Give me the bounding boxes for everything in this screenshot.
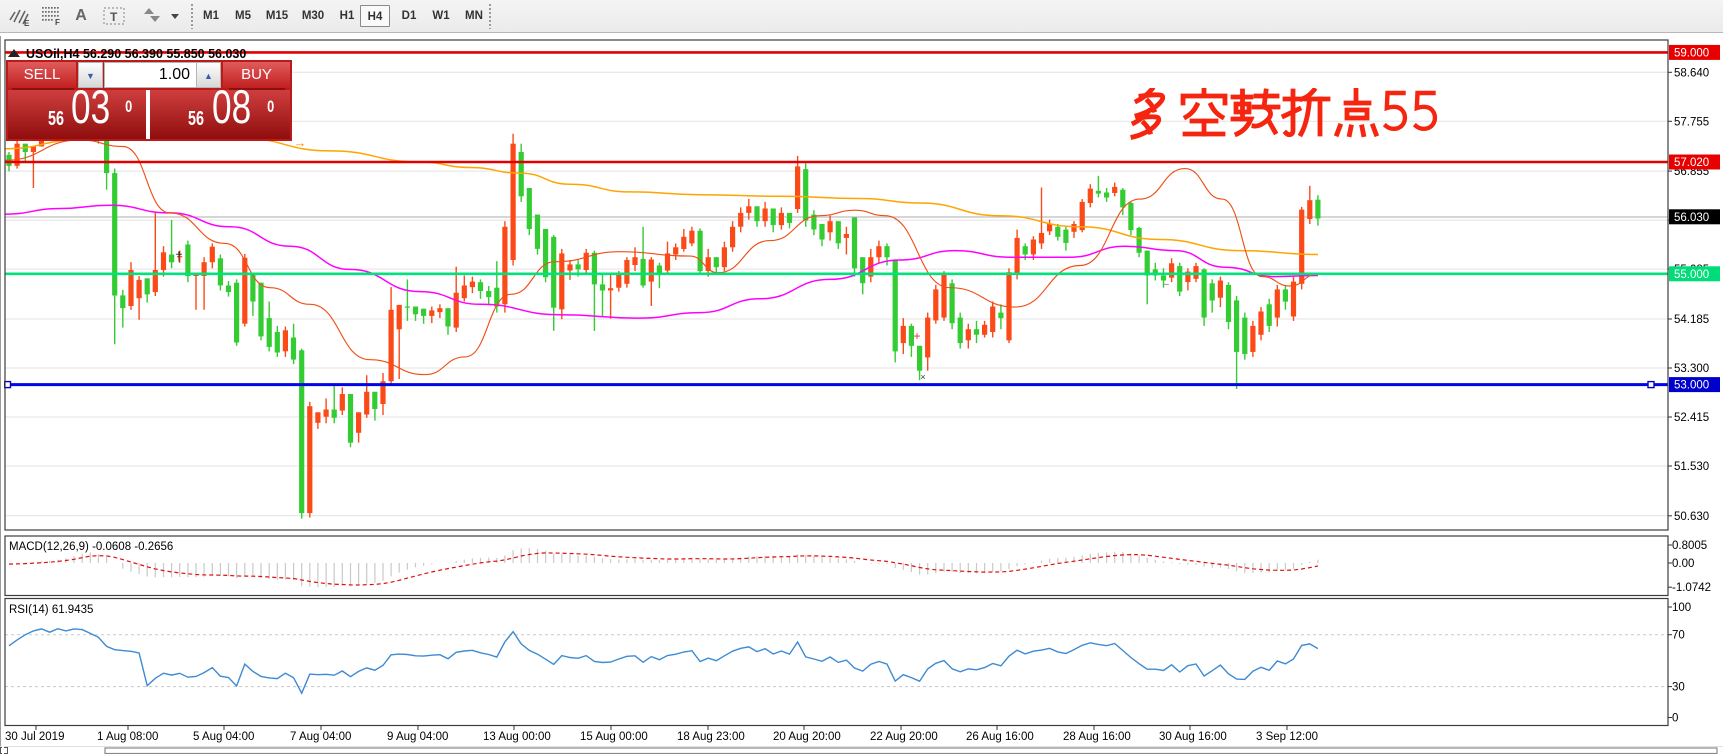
svg-text:E: E — [24, 19, 30, 28]
svg-text:57.020: 57.020 — [1674, 157, 1709, 169]
svg-text:51.530: 51.530 — [1674, 461, 1709, 473]
svg-text:100: 100 — [1672, 602, 1691, 614]
svg-text:F: F — [55, 18, 60, 27]
svg-text:56.030: 56.030 — [1674, 212, 1709, 224]
svg-text:0.00: 0.00 — [1672, 558, 1694, 570]
svg-text:22 Aug 20:00: 22 Aug 20:00 — [870, 731, 938, 743]
svg-text:58.640: 58.640 — [1674, 67, 1709, 79]
svg-text:55.000: 55.000 — [1674, 269, 1709, 281]
svg-text:30: 30 — [1672, 682, 1685, 694]
svg-text:30 Jul 2019: 30 Jul 2019 — [5, 731, 64, 743]
svg-text:3 Sep 12:00: 3 Sep 12:00 — [1256, 731, 1318, 743]
svg-text:+: + — [913, 329, 920, 343]
svg-text:×: × — [920, 372, 925, 382]
svg-text:–: – — [1163, 279, 1169, 290]
svg-text:0: 0 — [1672, 713, 1678, 725]
svg-text:5 Aug 04:00: 5 Aug 04:00 — [193, 731, 254, 743]
svg-text:15 Aug 00:00: 15 Aug 00:00 — [580, 731, 648, 743]
svg-text:→: → — [294, 135, 307, 150]
svg-text:MACD(12,26,9) -0.0608 -0.2656: MACD(12,26,9) -0.0608 -0.2656 — [9, 541, 173, 553]
svg-text:†: † — [175, 249, 182, 264]
svg-text:50.630: 50.630 — [1674, 511, 1709, 523]
svg-text:0.8005: 0.8005 — [1672, 540, 1707, 552]
svg-text:70: 70 — [1672, 630, 1685, 642]
svg-text:13 Aug 00:00: 13 Aug 00:00 — [483, 731, 551, 743]
svg-text:9 Aug 04:00: 9 Aug 04:00 — [387, 731, 448, 743]
svg-text:53.000: 53.000 — [1674, 380, 1709, 392]
svg-text:RSI(14) 61.9435: RSI(14) 61.9435 — [9, 604, 93, 616]
svg-text:20 Aug 20:00: 20 Aug 20:00 — [773, 731, 841, 743]
svg-text:-1.0742: -1.0742 — [1672, 582, 1711, 594]
svg-text:54.185: 54.185 — [1674, 314, 1709, 326]
svg-text:59.000: 59.000 — [1674, 47, 1709, 59]
svg-text:28 Aug 16:00: 28 Aug 16:00 — [1063, 731, 1131, 743]
svg-text:USOil,H4 56.290 56.390 55.850: USOil,H4 56.290 56.390 55.850 56.030 — [26, 47, 246, 61]
svg-text:53.300: 53.300 — [1674, 363, 1709, 375]
svg-text:7 Aug 04:00: 7 Aug 04:00 — [290, 731, 351, 743]
svg-text:30 Aug 16:00: 30 Aug 16:00 — [1159, 731, 1227, 743]
svg-text:1 Aug 08:00: 1 Aug 08:00 — [97, 731, 158, 743]
svg-text:26 Aug 16:00: 26 Aug 16:00 — [966, 731, 1034, 743]
svg-text:18 Aug 23:00: 18 Aug 23:00 — [677, 731, 745, 743]
svg-text:T: T — [110, 10, 118, 24]
svg-text:57.755: 57.755 — [1674, 116, 1709, 128]
svg-text:52.415: 52.415 — [1674, 412, 1709, 424]
